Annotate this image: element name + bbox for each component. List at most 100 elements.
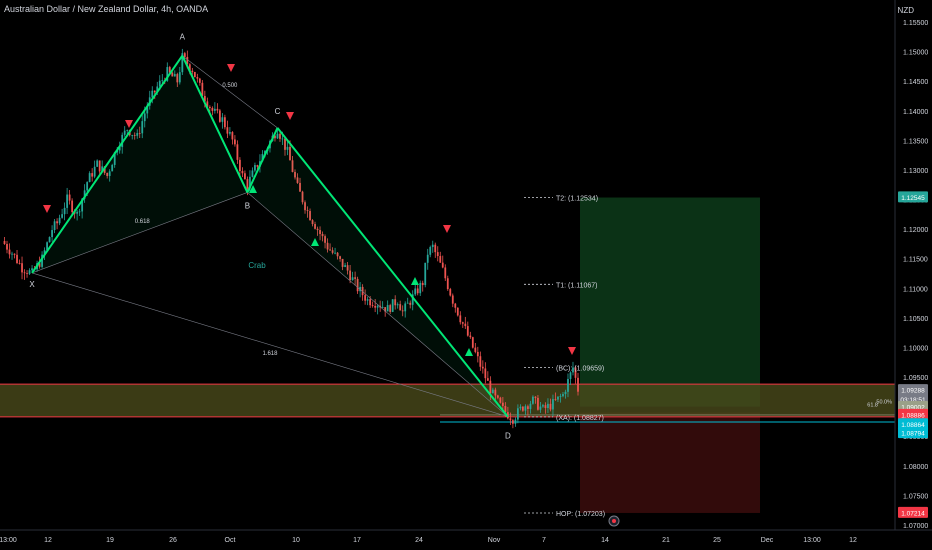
candle-body: [461, 322, 464, 324]
pattern-helper-line: [31, 272, 508, 417]
x-tick-label: 26: [169, 537, 177, 544]
candle-body: [151, 90, 154, 98]
candle-body: [469, 335, 472, 338]
candle-body: [406, 302, 409, 304]
buy-signal-arrow: [311, 238, 319, 246]
price-label-text: 03:18:51: [900, 397, 926, 404]
sell-signal-arrow: [125, 120, 133, 128]
candle-body: [401, 310, 404, 312]
x-tick-label: Oct: [225, 537, 236, 544]
candle-body: [316, 228, 319, 231]
candle-body: [13, 253, 16, 255]
candle-body: [153, 90, 156, 93]
candle-body: [173, 74, 176, 77]
candle-body: [574, 367, 577, 378]
candle-body: [329, 249, 331, 251]
price-label-text: 1.08794: [901, 431, 925, 438]
candle-body: [23, 272, 26, 274]
candle-body: [166, 67, 169, 81]
price-label-text: 1.08886: [901, 412, 925, 419]
price-label-tag: [898, 427, 928, 439]
candle-body: [494, 389, 497, 396]
y-tick-label: 1.07500: [903, 493, 928, 500]
candle-body: [171, 72, 174, 77]
candle-body: [41, 254, 43, 267]
candle-body: [284, 138, 286, 150]
candle-body: [61, 214, 64, 218]
candle-body: [108, 171, 111, 176]
candle-body: [534, 396, 537, 398]
candle-body: [93, 166, 96, 177]
x-axis[interactable]: 13:00 12 19 26 Oct 10 17 24 Nov 7 14 21 25 Dec 13:00 12: [0, 515, 932, 544]
reversal-zone: [0, 384, 895, 417]
x-tick-label: 7: [542, 537, 546, 544]
candle-body: [346, 265, 349, 271]
candle-body: [53, 221, 56, 231]
candle-body: [56, 221, 58, 224]
price-label-text: 1.07214: [901, 510, 925, 517]
candle-body: [123, 130, 126, 135]
candle-body: [529, 403, 532, 409]
candle-body: [466, 326, 469, 336]
candle-body: [451, 295, 454, 304]
candle-body: [449, 289, 452, 296]
candle-body: [106, 172, 109, 176]
candle-body: [16, 254, 18, 264]
candle-body: [186, 56, 189, 65]
x-tick-label: Dec: [761, 537, 774, 544]
candle-body: [419, 282, 422, 294]
y-tick-label: 1.14500: [903, 79, 928, 86]
pattern-helper-line: [247, 192, 509, 417]
pattern-point-label: X: [29, 280, 35, 289]
candle-body: [48, 237, 51, 243]
pattern-point-label: A: [180, 33, 186, 42]
candle-body: [454, 303, 457, 308]
candle-body: [496, 395, 499, 398]
candle-body: [231, 132, 234, 140]
candle-body: [524, 406, 527, 411]
sell-signal-arrow: [286, 112, 294, 120]
pattern-leg: [246, 127, 279, 193]
candle-body: [547, 403, 549, 409]
candle-body: [296, 177, 299, 183]
candles-layer: [3, 48, 579, 429]
candle-body: [188, 64, 191, 71]
candle-body: [321, 233, 324, 237]
y-tick-label: 1.12000: [903, 227, 928, 234]
candle-body: [8, 249, 11, 255]
candle-body: [311, 220, 314, 225]
candle-body: [434, 244, 437, 253]
candle-body: [539, 406, 542, 410]
candle-body: [221, 117, 224, 122]
candle-body: [71, 200, 74, 212]
candle-body: [176, 74, 179, 83]
candle-body: [349, 270, 352, 281]
candle-body: [364, 295, 367, 301]
fib-note-label: 50.0%: [876, 400, 892, 406]
candle-body: [239, 159, 241, 171]
y-tick-label: 1.09500: [903, 375, 928, 382]
candle-body: [326, 242, 329, 250]
sell-signal-arrow: [568, 347, 576, 355]
candle-body: [126, 130, 129, 131]
price-label-text: 1.12545: [901, 195, 925, 202]
candle-body: [391, 299, 394, 312]
currency-label: NZD: [897, 6, 914, 15]
candle-body: [446, 278, 449, 290]
candle-body: [234, 139, 236, 145]
candle-body: [31, 268, 33, 271]
candle-body: [11, 253, 13, 255]
candle-body: [208, 106, 211, 108]
y-axis[interactable]: 1.070001.075001.080001.085001.090001.095…: [894, 0, 932, 550]
buy-signal-arrow: [465, 348, 473, 356]
x-tick-label: 25: [713, 537, 721, 544]
candle-body: [542, 405, 544, 407]
candle-body: [51, 230, 53, 238]
candle-body: [499, 397, 502, 403]
candle-body: [191, 70, 194, 72]
candle-body: [366, 299, 369, 301]
target-zone: [580, 197, 760, 407]
candle-body: [424, 262, 427, 286]
candle-body: [404, 303, 407, 312]
